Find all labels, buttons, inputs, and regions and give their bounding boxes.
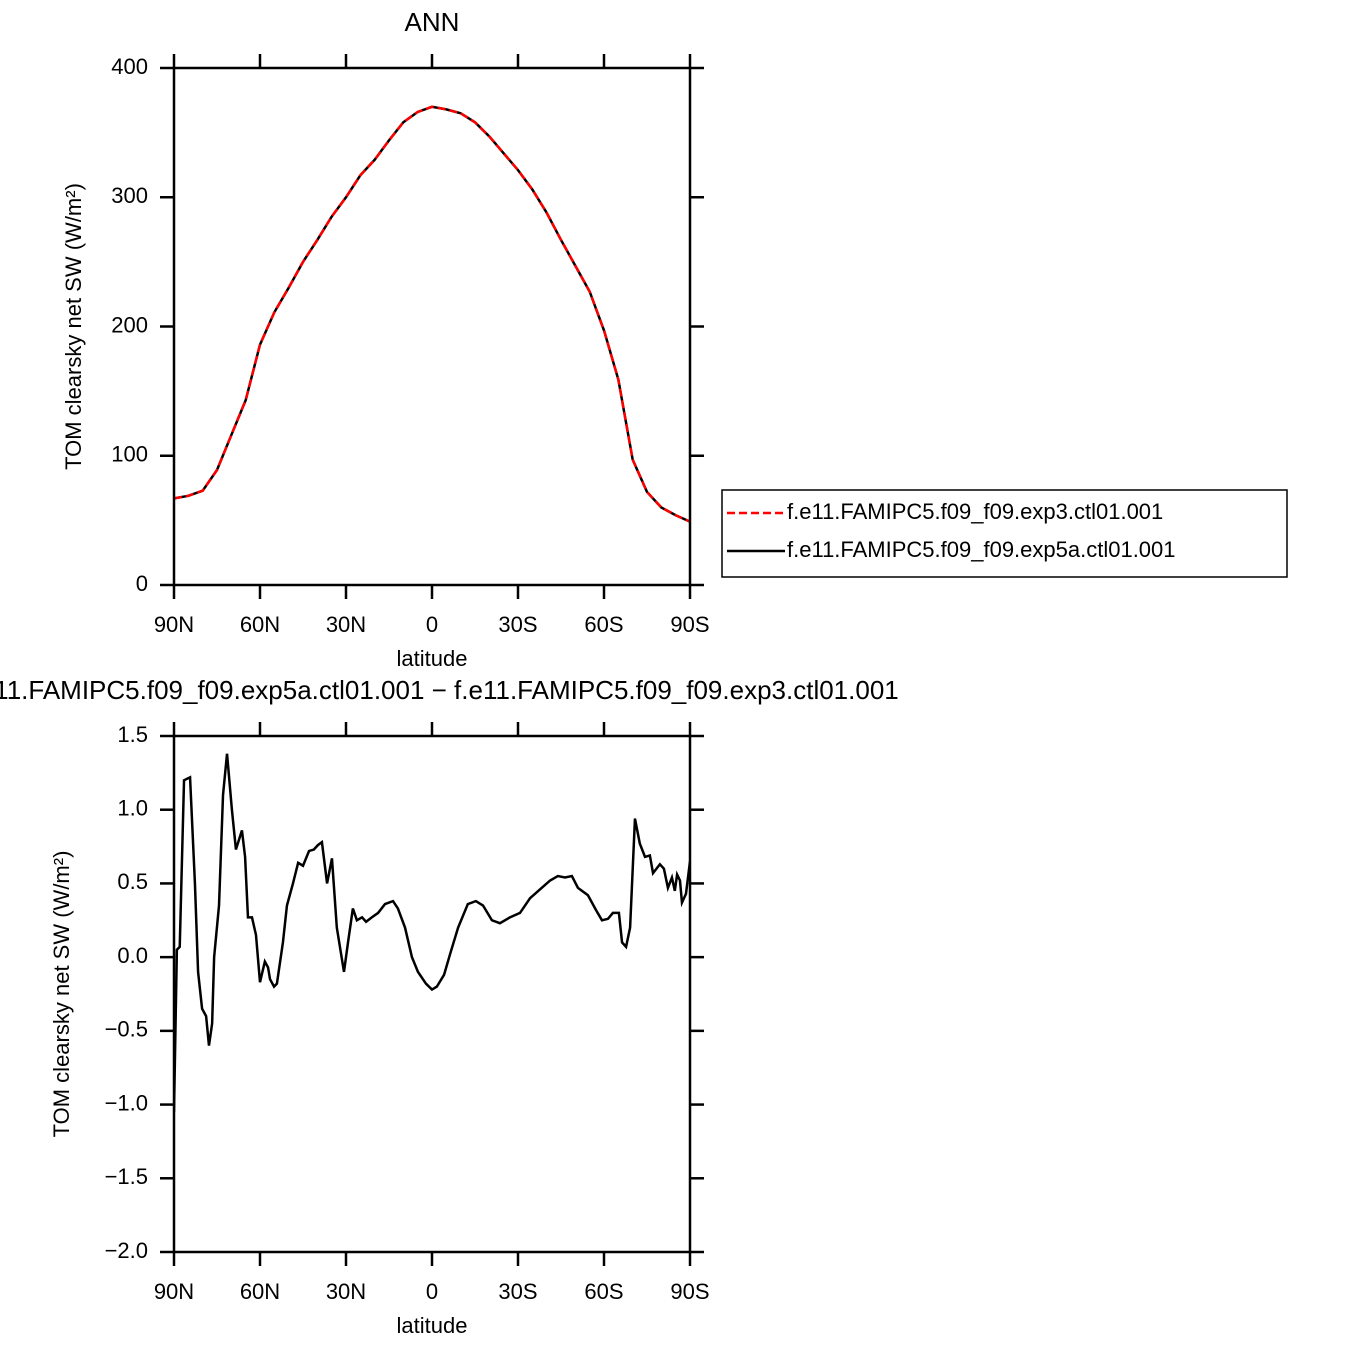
x-tick-label: 60S [584,612,623,637]
x-tick-label: 0 [426,1279,438,1304]
y-tick-label: 0.5 [117,869,148,894]
y-tick-label: 0.0 [117,943,148,968]
x-tick-label: 90S [670,612,709,637]
legend-box [721,489,1288,578]
y-tick-label: 1.0 [117,796,148,821]
x-tick-label: 30N [326,1279,366,1304]
x-tick-label: 60N [240,612,280,637]
plot-frame [172,734,692,1254]
x-tick-label: 90N [154,1279,194,1304]
x-tick-label: 30N [326,612,366,637]
data-line [174,105,690,523]
y-tick-label: 1.5 [117,722,148,747]
x-tick-label: 90N [154,612,194,637]
x-tick-label: 60N [240,1279,280,1304]
x-tick-label: 0 [426,612,438,637]
y-tick-label: 100 [111,442,148,467]
data-line [174,753,690,1112]
x-tick-label: 90S [670,1279,709,1304]
y-tick-label: 400 [111,54,148,79]
x-tick-label: 30S [498,1279,537,1304]
x-tick-label: 30S [498,612,537,637]
y-tick-label: −2.0 [105,1238,148,1263]
legend-label: f.e11.FAMIPC5.f09_f09.exp3.ctl01.001 [787,499,1163,524]
y-tick-label: 300 [111,183,148,208]
y-tick-label: −1.5 [105,1164,148,1189]
data-line [174,105,690,523]
x-axis-label: latitude [397,646,468,671]
y-axis-label: TOM clearsky net SW (W/m²) [61,183,86,470]
chart-title: f.e11.FAMIPC5.f09_f09.exp5a.ctl01.001 − … [0,675,899,705]
plot-frame [172,66,692,587]
y-tick-label: 0 [136,571,148,596]
y-tick-label: −1.0 [105,1090,148,1115]
x-tick-label: 60S [584,1279,623,1304]
y-axis-label: TOM clearsky net SW (W/m²) [49,851,74,1138]
chart-title: ANN [405,7,460,37]
y-tick-label: 200 [111,312,148,337]
legend-label: f.e11.FAMIPC5.f09_f09.exp5a.ctl01.001 [787,537,1176,562]
x-axis-label: latitude [397,1313,468,1338]
y-tick-label: −0.5 [105,1017,148,1042]
